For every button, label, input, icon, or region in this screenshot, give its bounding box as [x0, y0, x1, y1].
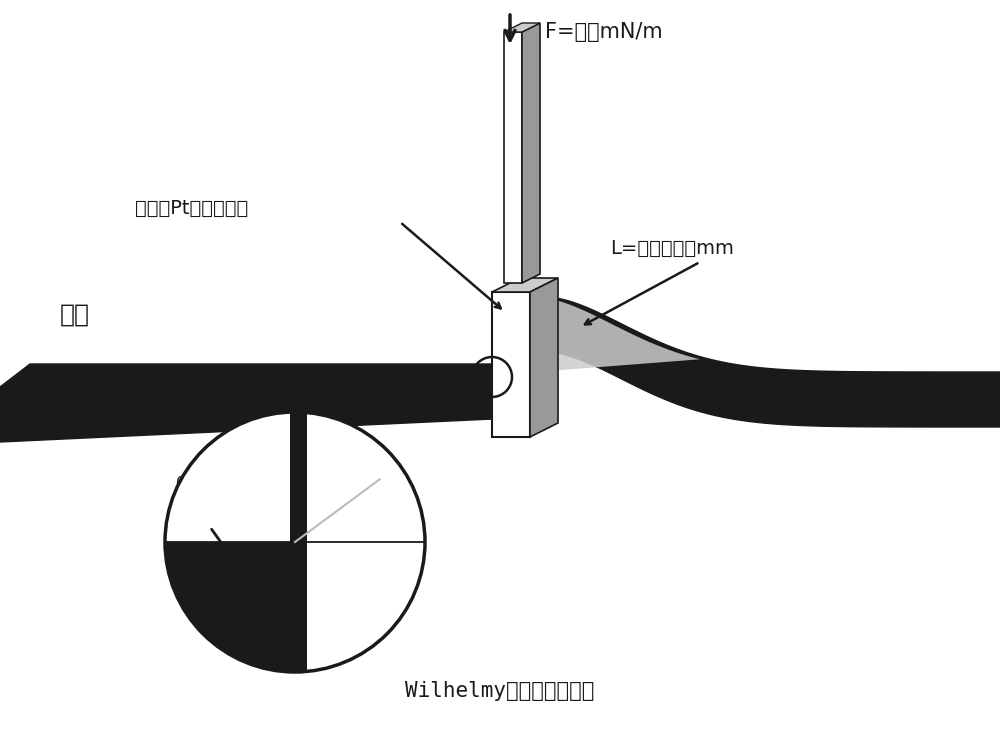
- Polygon shape: [0, 364, 493, 442]
- Polygon shape: [535, 297, 700, 372]
- Text: Wilhelmy吊片法的示意图: Wilhelmy吊片法的示意图: [405, 681, 595, 701]
- Text: F=力，mN/m: F=力，mN/m: [545, 22, 663, 42]
- Text: 由粗糙Pt制成的吊片: 由粗糙Pt制成的吊片: [135, 199, 248, 218]
- Text: θ=0°: θ=0°: [175, 476, 218, 494]
- Polygon shape: [492, 292, 530, 437]
- Text: 液体: 液体: [40, 403, 70, 427]
- Polygon shape: [165, 542, 295, 672]
- Polygon shape: [530, 278, 558, 437]
- Polygon shape: [290, 412, 307, 672]
- Polygon shape: [492, 278, 558, 292]
- Circle shape: [165, 412, 425, 672]
- Text: 液体: 液体: [175, 558, 196, 576]
- Text: 空气: 空气: [60, 303, 90, 327]
- Text: L=润湿长度，mm: L=润湿长度，mm: [610, 239, 734, 258]
- Text: 吊片: 吊片: [315, 570, 336, 588]
- Polygon shape: [290, 414, 307, 670]
- Polygon shape: [522, 23, 540, 283]
- Polygon shape: [504, 23, 540, 32]
- Polygon shape: [545, 297, 1000, 427]
- Polygon shape: [504, 32, 522, 283]
- Polygon shape: [165, 542, 295, 672]
